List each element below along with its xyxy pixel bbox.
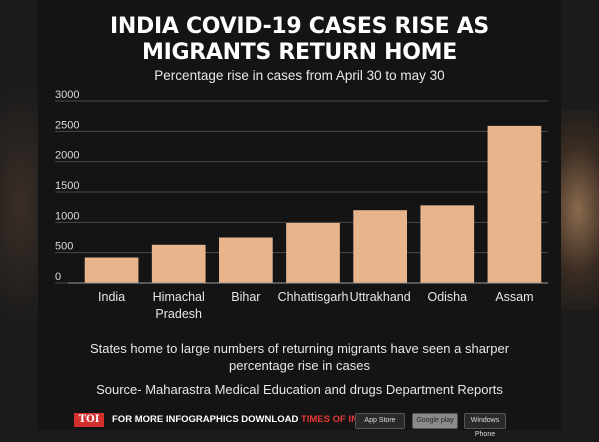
y-tick-label-1000: 1000 <box>55 210 79 222</box>
y-tick-label-3000: 3000 <box>55 89 79 101</box>
title-line-2: MIGRANTS RETURN HOME <box>142 40 457 65</box>
chart-note: States home to large numbers of returnin… <box>0 340 599 374</box>
google-play-badge[interactable]: Google play <box>412 413 458 429</box>
title-line-1: INDIA COVID-19 CASES RISE AS <box>110 14 489 39</box>
bar-himachal-pradesh <box>151 244 206 283</box>
y-tick-label-2000: 2000 <box>55 150 79 162</box>
app-store-badge[interactable]: App Store <box>355 413 405 429</box>
footer-app-name: TIMES OF INDIA APP <box>300 414 396 425</box>
y-tick-label-2500: 2500 <box>55 119 79 131</box>
bar-bihar <box>219 237 273 283</box>
bar-chart: 0 500 1000 1500 2000 2500 3000 India Himachal Pra… <box>55 89 548 321</box>
note-line-2: percentage rise in cases <box>229 358 370 373</box>
x-tick-label-chhattisgarh: Chhattisgarh <box>278 290 349 304</box>
footer-bar: TOI FOR MORE INFOGRAPHICS DOWNLOAD TIMES… <box>0 410 599 438</box>
chart-subtitle: Percentage rise in cases from April 30 t… <box>154 68 445 83</box>
windows-phone-badge[interactable]: Windows Phone <box>464 413 506 438</box>
bar-odisha <box>420 205 475 283</box>
y-tick-label-0: 0 <box>55 271 61 283</box>
bar-uttrakhand <box>353 210 407 283</box>
x-tick-label-assam: Assam <box>495 290 533 304</box>
y-tick-label-1500: 1500 <box>55 180 79 192</box>
bar-assam <box>487 125 542 283</box>
x-tick-label-uttrakhand: Uttrakhand <box>350 290 411 304</box>
x-tick-label-himachal-pradesh: Himachal Pradesh <box>153 290 205 321</box>
x-tick-label-odisha: Odisha <box>427 290 467 304</box>
note-line-1: States home to large numbers of returnin… <box>89 341 510 356</box>
toi-logo[interactable]: TOI <box>74 413 104 427</box>
chart-title: INDIA COVID-19 CASES RISE AS MIGRANTS RE… <box>0 14 599 66</box>
bar-india <box>84 257 139 283</box>
y-tick-label-500: 500 <box>55 241 73 253</box>
footer-promo-prefix: FOR MORE INFOGRAPHICS DOWNLOAD <box>112 414 301 425</box>
source-note: Source- Maharastra Medical Education and… <box>96 382 503 397</box>
footer-promo-text: FOR MORE INFOGRAPHICS DOWNLOAD TIMES OF … <box>112 414 396 425</box>
x-tick-label-india: India <box>98 290 125 304</box>
bar-chhattisgarh <box>286 222 340 283</box>
x-tick-label-bihar: Bihar <box>231 290 260 304</box>
